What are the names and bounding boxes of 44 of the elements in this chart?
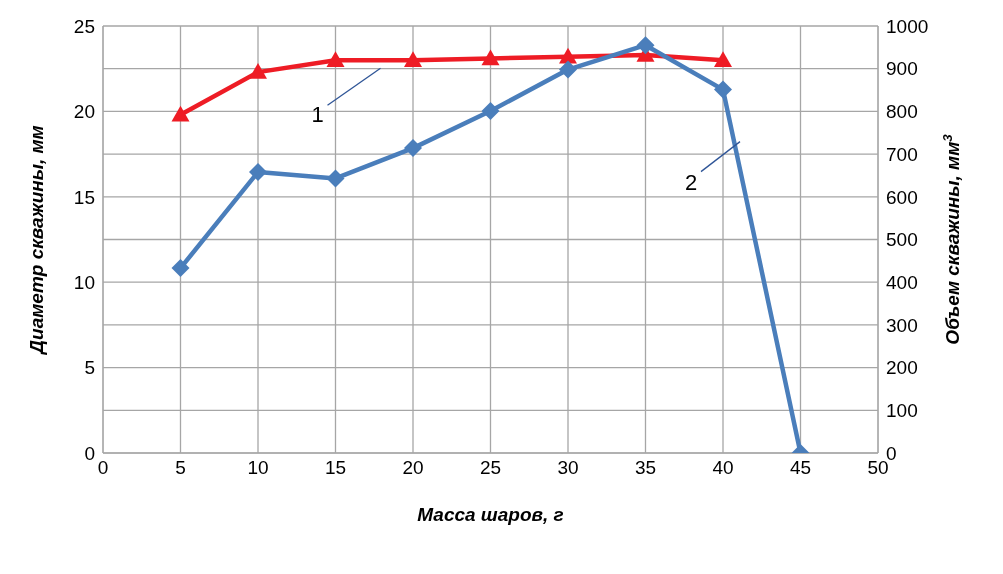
point	[326, 169, 345, 188]
x-tick-label: 45	[789, 457, 812, 479]
y-tick-label: 0	[84, 442, 95, 464]
point	[249, 63, 267, 79]
y-tick-label: 25	[73, 15, 95, 37]
x-tick-label: 25	[479, 457, 502, 479]
y2-tick-label: 700	[886, 143, 918, 165]
x-tick-label: 10	[247, 457, 269, 479]
point	[171, 105, 190, 122]
point	[714, 51, 732, 67]
x-axis-title: Масса шаров, г	[417, 504, 564, 525]
point	[481, 49, 500, 66]
point	[404, 51, 422, 67]
y-tick-label: 20	[73, 101, 95, 123]
point	[326, 51, 345, 67]
y2-tick-label: 500	[886, 229, 918, 251]
y2-tick-label: 1000	[886, 15, 929, 37]
point	[714, 80, 732, 99]
point	[636, 36, 655, 55]
point	[249, 163, 267, 182]
x-tick-label: 15	[324, 457, 347, 479]
y2-tick-label: 800	[886, 101, 918, 123]
series-label: 2	[684, 169, 698, 195]
point	[481, 101, 500, 120]
y-axis-title: Диаметр скважины, мм	[25, 125, 47, 356]
x-tick-label: 20	[402, 457, 424, 479]
series-label: 1	[311, 102, 324, 128]
y2-tick-label: 200	[886, 357, 918, 379]
y2-tick-label: 0	[886, 442, 897, 464]
y-tick-label: 10	[73, 271, 95, 293]
y2-tick-label: 400	[886, 271, 918, 293]
x-tick-label: 5	[175, 457, 186, 479]
x-tick-label: 30	[557, 457, 579, 479]
point	[171, 259, 190, 278]
x-tick-label: 35	[634, 457, 657, 479]
point	[559, 60, 577, 79]
y-tick-label: 5	[84, 357, 95, 379]
y2-tick-label: 300	[886, 314, 918, 336]
y2-tick-label: 100	[886, 400, 918, 422]
y2-tick-label: 900	[886, 58, 918, 80]
y2-tick-label: 600	[886, 186, 918, 208]
x-tick-label: 40	[712, 457, 734, 479]
y-tick-label: 15	[73, 186, 95, 208]
point	[404, 139, 422, 158]
